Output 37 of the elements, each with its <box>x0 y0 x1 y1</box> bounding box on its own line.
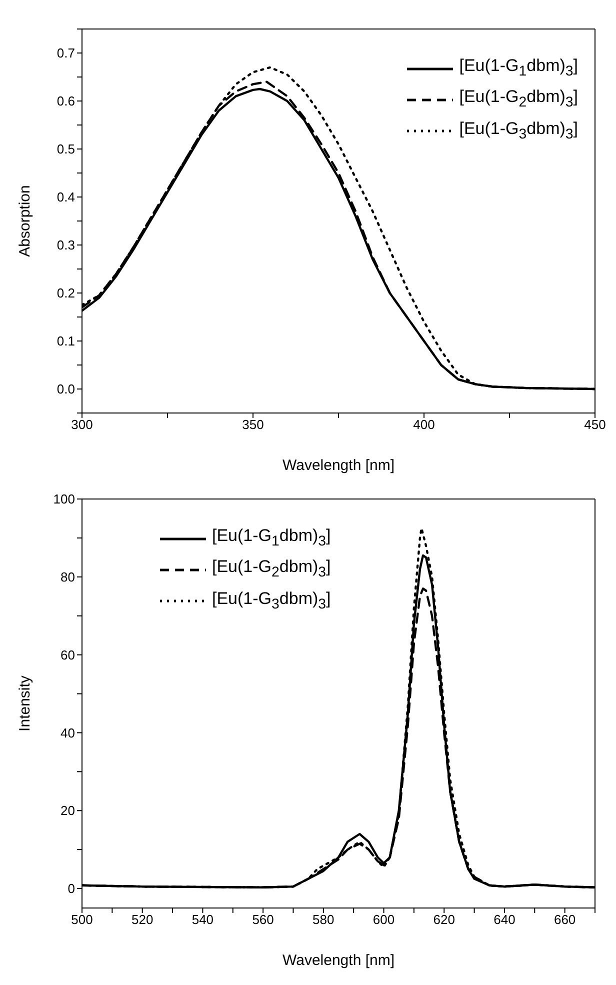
y-tick-label: 0.7 <box>56 46 75 61</box>
y-axis-title: Absorption <box>16 185 34 257</box>
x-tick-label: 600 <box>372 912 395 928</box>
x-tick-label: 400 <box>413 417 435 432</box>
y-tick-label: 0.2 <box>56 286 75 301</box>
x-tick-label: 350 <box>242 417 264 432</box>
x-axis-title: Wavelength [nm] <box>282 457 394 474</box>
y-tick-label: 60 <box>60 647 75 662</box>
x-axis-title: Wavelength [nm] <box>282 952 394 969</box>
legend-label: [Eu(1-G$_{3}$dbm)$_{3}$] <box>212 588 331 614</box>
y-tick-label: 80 <box>60 570 75 585</box>
legend-label: [Eu(1-G$_{2}$dbm)$_{3}$] <box>212 556 331 583</box>
y-tick-label: 0.0 <box>56 382 75 397</box>
x-tick-label: 660 <box>554 912 576 928</box>
x-tick-label: 500 <box>71 912 93 928</box>
y-tick-label: 0.6 <box>56 94 75 109</box>
x-tick-label: 560 <box>252 912 274 928</box>
y-tick-label: 100 <box>53 492 75 507</box>
y-tick-label: 0 <box>68 881 75 896</box>
y-tick-label: 0.1 <box>56 334 75 349</box>
x-tick-label: 640 <box>494 912 516 928</box>
legend-label: [Eu(1-G$_{2}$dbm)$_{3}$] <box>459 86 578 113</box>
legend-label: [Eu(1-G$_{1}$dbm)$_{3}$] <box>212 525 331 552</box>
x-tick-label: 580 <box>312 912 334 928</box>
x-tick-label: 300 <box>71 417 93 432</box>
y-tick-label: 40 <box>60 725 75 740</box>
y-tick-label: 0.3 <box>56 238 75 253</box>
x-tick-label: 540 <box>192 912 214 928</box>
x-tick-label: 520 <box>132 912 154 928</box>
legend-label: [Eu(1-G$_{1}$dbm)$_{3}$] <box>459 55 578 82</box>
y-axis-title: Intensity <box>16 675 34 732</box>
y-tick-label: 0.5 <box>56 142 75 157</box>
y-tick-label: 20 <box>60 803 75 818</box>
legend-label: [Eu(1-G$_{3}$dbm)$_{3}$] <box>459 118 578 144</box>
y-tick-label: 0.4 <box>56 190 75 205</box>
x-tick-label: 450 <box>584 417 606 432</box>
x-tick-label: 620 <box>433 912 455 928</box>
